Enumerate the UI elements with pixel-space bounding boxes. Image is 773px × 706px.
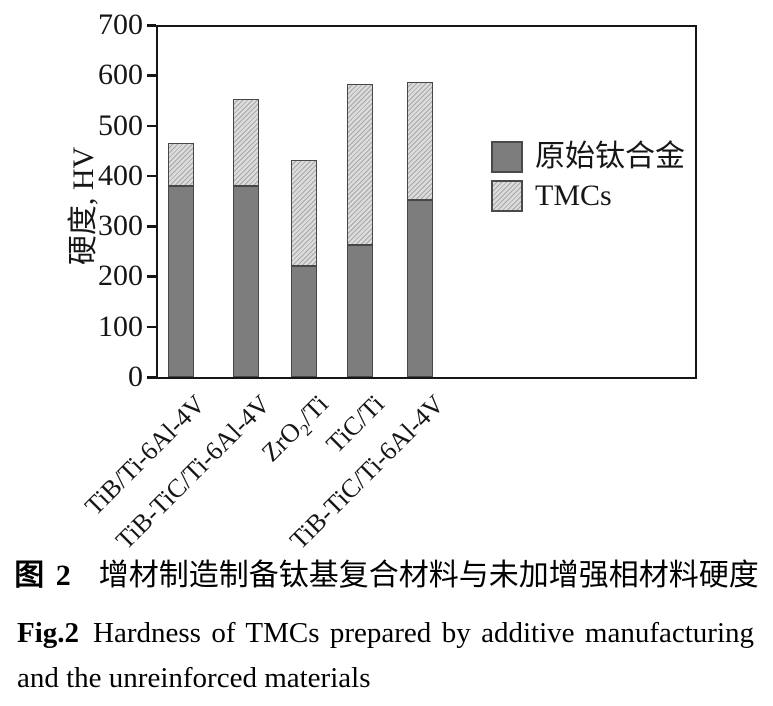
bar-tmc-segment <box>407 82 433 200</box>
y-tick-label: 700 <box>98 8 143 41</box>
caption-en-fig-label: Fig.2 <box>17 617 80 649</box>
bar-tmc-segment <box>233 98 259 186</box>
y-tick-mark <box>147 376 156 379</box>
y-tick-mark <box>147 275 156 278</box>
caption-en-line2: and the unreinforced materials <box>17 662 371 694</box>
legend-label-tmcs: TMCs <box>535 179 612 212</box>
bar-tmc-segment <box>291 159 317 267</box>
y-tick-label: 0 <box>128 360 143 393</box>
bar-alloy-segment <box>347 244 373 377</box>
y-tick-mark <box>147 325 156 329</box>
caption-zh-text: 增材制造制备钛基复合材料与未加增强相材料硬度 <box>98 559 759 592</box>
y-tick-label: 200 <box>98 259 143 293</box>
y-tick-mark <box>147 174 156 178</box>
bar-tmc-segment <box>168 143 194 186</box>
y-tick-mark <box>147 124 156 128</box>
bar-alloy-segment <box>168 185 194 377</box>
y-tick-label: 500 <box>98 108 143 142</box>
legend-item-alloy: 原始钛合金 <box>491 141 685 173</box>
caption-zh-fig-label: 图 2 <box>14 559 73 592</box>
y-tick-mark <box>147 225 156 228</box>
y-tick-label: 300 <box>98 209 143 243</box>
y-tick-mark <box>147 74 156 77</box>
legend-label-alloy: 原始钛合金 <box>535 140 685 173</box>
caption-en-line1: Fig.2 Hardness of TMCs prepared by additi… <box>17 613 754 653</box>
bar-alloy-segment <box>291 266 317 377</box>
y-tick-mark <box>147 24 156 27</box>
legend-item-tmcs: TMCs <box>491 180 685 212</box>
y-tick-label: 600 <box>98 58 143 92</box>
legend-swatch-tmcs <box>491 180 523 212</box>
y-tick-label: 100 <box>98 309 143 343</box>
y-tick-label: 400 <box>98 158 143 192</box>
bar-tmc-segment <box>347 83 373 245</box>
bar-alloy-segment <box>407 199 433 377</box>
legend-swatch-alloy <box>491 141 523 173</box>
caption-zh: 图 2 增材制造制备钛基复合材料与未加增强相材料硬度 <box>0 556 773 596</box>
legend: 原始钛合金 TMCs <box>491 141 685 219</box>
caption-en-text1: Hardness of TMCs prepared by additive ma… <box>93 617 754 649</box>
bar-alloy-segment <box>233 185 259 377</box>
